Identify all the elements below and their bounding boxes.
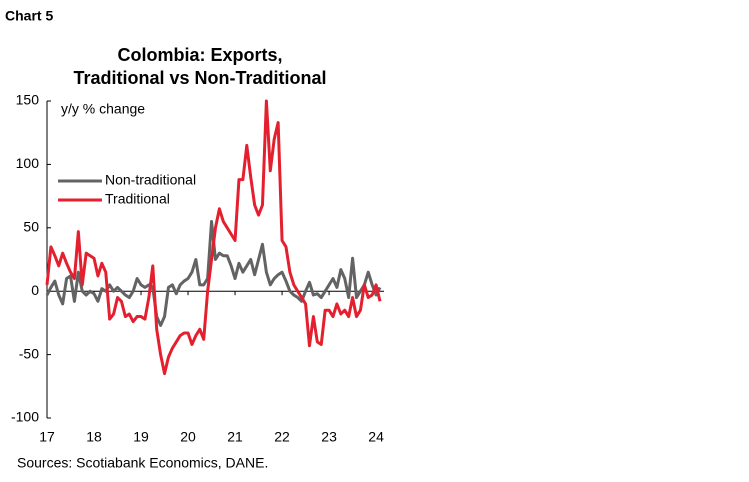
series-line: [45, 99, 382, 376]
y-tick-label: 150: [16, 92, 40, 108]
legend-label: Traditional: [105, 191, 170, 207]
chart-title: Colombia: Exports,: [117, 45, 282, 65]
y-tick-label: 100: [16, 155, 40, 171]
x-tick-label: 20: [180, 429, 196, 445]
chart-header: Chart 5: [5, 8, 53, 24]
x-tick-label: 23: [321, 429, 337, 445]
legend-label: Non-traditional: [105, 172, 196, 188]
x-tick-label: 24: [368, 429, 384, 445]
y-axis-label: y/y % change: [61, 101, 145, 117]
chart-title: Traditional vs Non-Traditional: [73, 68, 326, 88]
y-tick-label: 0: [31, 282, 39, 298]
x-tick-label: 22: [274, 429, 290, 445]
x-tick-label: 18: [86, 429, 102, 445]
x-tick-label: 21: [227, 429, 243, 445]
x-tick-label: 19: [133, 429, 149, 445]
y-tick-label: 50: [23, 219, 39, 235]
y-tick-label: -100: [11, 409, 39, 425]
y-tick-label: -50: [19, 345, 39, 361]
x-tick-label: 17: [39, 429, 55, 445]
source-note: Sources: Scotiabank Economics, DANE.: [17, 455, 268, 471]
